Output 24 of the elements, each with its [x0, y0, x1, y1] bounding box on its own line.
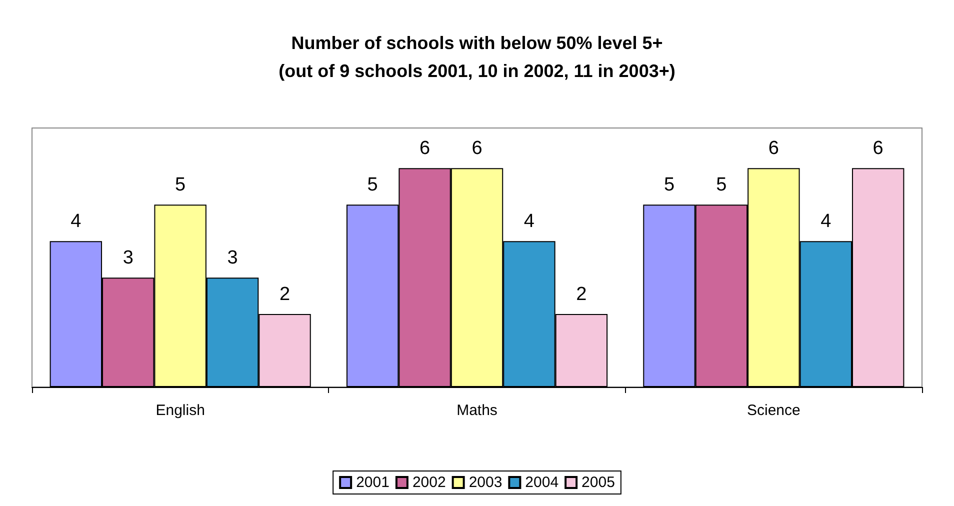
legend-label: 2001 — [356, 474, 390, 491]
data-label: 4 — [820, 211, 832, 232]
data-label: 6 — [872, 138, 884, 160]
data-label: 6 — [420, 138, 430, 160]
data-label: 4 — [524, 211, 535, 232]
legend-label: 2003 — [468, 474, 502, 491]
data-label: 3 — [122, 248, 134, 269]
data-label: 5 — [175, 174, 186, 196]
data-label: 5 — [664, 174, 675, 196]
legend-label: 2002 — [412, 474, 446, 491]
x-tick-label: Maths — [456, 402, 498, 419]
legend-label: 2004 — [525, 474, 559, 491]
data-label: 5 — [716, 174, 727, 196]
data-label: 5 — [367, 174, 378, 196]
data-label: 2 — [279, 284, 290, 306]
chart-title: Number of schools with below 50% level 5+ (out of 9 schools 2001, 10 in 2002, 11 in 2003+) — [278, 33, 676, 81]
x-tick-label: English — [156, 402, 205, 419]
data-label: 4 — [70, 211, 82, 232]
data-label: 6 — [768, 138, 779, 160]
legend-label: 2005 — [582, 474, 615, 491]
x-tick-label: Science — [746, 402, 800, 419]
data-label: 3 — [227, 248, 238, 269]
data-label: 2 — [576, 284, 587, 306]
data-label: 6 — [472, 138, 482, 160]
